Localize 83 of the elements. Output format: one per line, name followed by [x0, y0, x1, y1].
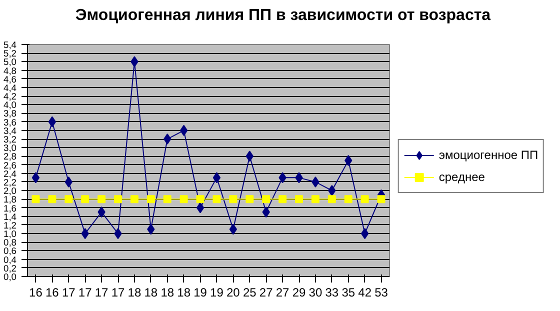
point	[344, 155, 352, 166]
x-tick-label: 27	[259, 286, 274, 300]
y-tick-label: 4,0	[4, 100, 16, 110]
y-tick-label: 3,0	[4, 143, 16, 154]
point	[212, 195, 221, 204]
y-tick-label: 1,6	[4, 203, 16, 214]
point	[360, 228, 369, 240]
x-tick-label: 25	[242, 286, 257, 300]
point	[180, 124, 188, 136]
point	[360, 195, 369, 204]
y-tick-label: 1,4	[4, 212, 16, 222]
point	[130, 195, 138, 204]
point	[32, 195, 40, 204]
point	[196, 195, 204, 204]
legend-label: эмоциогенное ПП	[438, 148, 538, 162]
x-tick-label: 17	[111, 286, 125, 300]
x-tick-label: 30	[308, 286, 322, 300]
y-tick-label: 2,2	[4, 177, 16, 188]
x-tick-label: 27	[276, 286, 290, 300]
point	[196, 202, 204, 214]
y-tick-label: 3,6	[4, 117, 16, 128]
point	[344, 195, 352, 204]
x-tick-label: 18	[160, 286, 174, 300]
y-tick-label: 5,2	[4, 48, 16, 59]
x-tick-label: 35	[342, 286, 356, 300]
point	[114, 195, 122, 204]
x-tick-label: 17	[78, 286, 92, 300]
x-tick-label: 16	[29, 286, 43, 300]
y-tick-label: 1,2	[4, 220, 16, 230]
point	[81, 195, 90, 204]
point	[98, 195, 106, 204]
y-tick-label: 0,8	[4, 238, 16, 248]
x-tick-label: 29	[292, 286, 306, 300]
y-tick-label: 0,0	[4, 272, 16, 282]
point	[229, 195, 238, 204]
y-tick-label: 0,2	[4, 263, 16, 274]
y-tick-label: 4,4	[4, 82, 16, 93]
y-tick-label: 0,4	[4, 254, 16, 265]
point	[262, 195, 270, 204]
point	[163, 195, 172, 204]
point	[246, 195, 254, 204]
x-tick-label: 19	[194, 286, 208, 300]
y-tick-label: 4,6	[4, 74, 16, 84]
point	[212, 172, 221, 184]
x-tick-label: 17	[62, 286, 76, 300]
point	[295, 195, 303, 204]
x-tick-label: 33	[325, 286, 339, 300]
point	[32, 172, 40, 184]
x-tick-label: 53	[374, 286, 388, 300]
point	[278, 195, 287, 204]
y-tick-label: 5,0	[4, 57, 16, 68]
chart-title: Эмоциогенная линия ПП в зависимости от возраста	[75, 6, 491, 26]
y-tick-label: 3,2	[4, 134, 16, 145]
point	[328, 195, 336, 204]
point	[48, 116, 56, 128]
x-tick-label: 19	[210, 286, 224, 300]
x-tick-label: 18	[177, 286, 191, 300]
y-tick-label: 2,4	[4, 168, 16, 179]
y-tick-label: 1,8	[4, 194, 16, 205]
point	[64, 195, 73, 204]
point	[180, 195, 188, 204]
y-tick-label: 1,0	[4, 229, 16, 240]
point	[311, 195, 320, 204]
y-tick-label: 5,4	[4, 40, 16, 50]
x-tick-label: 17	[94, 286, 109, 300]
point	[377, 195, 386, 204]
x-tick-label: 42	[358, 286, 372, 300]
x-tick-label: 18	[144, 286, 158, 300]
x-tick-label: 20	[226, 286, 240, 300]
y-tick-label: 3,4	[4, 126, 16, 136]
point	[146, 195, 155, 204]
y-tick-label: 2,6	[4, 160, 16, 170]
y-tick-label: 2,8	[4, 152, 16, 162]
x-tick-label: 18	[128, 286, 142, 300]
y-tick-label: 2,0	[4, 186, 16, 196]
y-tick-label: 3,8	[4, 108, 16, 119]
legend-label: среднее	[438, 170, 485, 184]
x-tick-label: 16	[46, 286, 60, 300]
y-tick-label: 0,6	[4, 246, 16, 256]
point	[48, 195, 56, 204]
y-tick-label: 4,8	[4, 66, 16, 76]
point	[229, 224, 238, 235]
y-tick-label: 4,2	[4, 92, 16, 102]
